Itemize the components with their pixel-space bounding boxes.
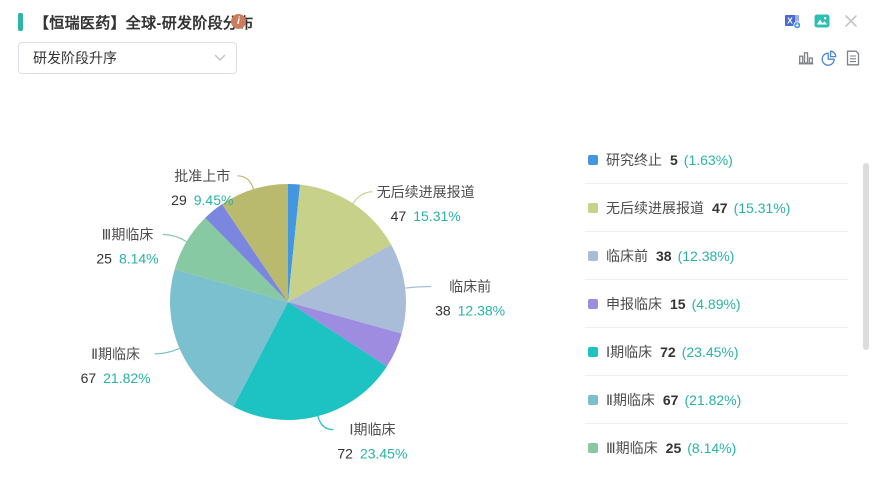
chart-title: 【恒瑞医药】全球-研发阶段分布 (34, 15, 254, 32)
pie-slice[interactable] (233, 302, 387, 420)
stage-sort-dropdown[interactable]: 研发阶段升序 (18, 42, 237, 74)
legend-item[interactable]: 申报临床 15 (4.89%) (585, 280, 848, 328)
legend-item[interactable]: Ⅲ期临床 25 (8.14%) (585, 424, 848, 472)
pie-label: 无后续进展报道 47 15.31% (377, 184, 475, 224)
pie-label-line (317, 416, 334, 431)
legend-item-label: 申报临床 (606, 295, 662, 312)
legend-item-count: 47 (712, 199, 728, 216)
legend-item[interactable]: Ⅱ期临床 67 (21.82%) (585, 376, 848, 424)
dropdown-selected-value: 研发阶段升序 (33, 50, 117, 66)
legend-item-count: 38 (656, 247, 672, 264)
legend-item[interactable]: 无后续进展报道 47 (15.31%) (585, 184, 848, 232)
legend-item-label: Ⅰ期临床 (606, 343, 653, 360)
legend-scrollbar[interactable] (863, 163, 869, 350)
excel-export-icon[interactable]: X (785, 13, 801, 29)
pie-slice[interactable] (174, 217, 288, 302)
legend-item-label: Ⅲ期临床 (606, 440, 658, 456)
pie-slice[interactable] (288, 184, 392, 302)
info-icon[interactable]: i (231, 14, 246, 29)
legend-item-label: 研究终止 (606, 151, 662, 168)
legend-item-percent: (8.14%) (687, 440, 737, 456)
pie-slice[interactable] (222, 184, 288, 302)
pie-label: Ⅱ期临床 67 21.82% (81, 346, 151, 386)
legend-item-percent: (12.38%) (677, 247, 735, 264)
legend-item[interactable]: 研究终止 5 (1.63%) (585, 136, 848, 184)
legend-marker (588, 154, 598, 165)
legend-item-percent: (15.31%) (733, 199, 791, 216)
pie-label-line (237, 175, 255, 190)
legend-item-label: Ⅱ期临床 (606, 391, 655, 408)
legend-marker (588, 298, 598, 309)
svg-text:批准上市: 批准上市 (174, 168, 230, 184)
legend-item[interactable]: Ⅰ期临床 72 (23.45%) (585, 328, 848, 376)
pie-label: 批准上市 29 9.45% (171, 168, 233, 208)
pie-label: Ⅲ期临床 25 8.14% (96, 226, 158, 266)
legend-item-label: 临床前 (606, 247, 648, 264)
pie-label-line (352, 191, 373, 204)
legend-item-percent: (4.89%) (691, 295, 741, 312)
legend-item-count: 5 (670, 151, 678, 168)
legend: 研究终止 5 (1.63%) 无后续进展报道 47 (15.31%) 临床前 38 (12.38… (585, 136, 848, 472)
legend-item-percent: (23.45%) (681, 343, 739, 360)
svg-text:Ⅱ期临床: Ⅱ期临床 (91, 346, 140, 362)
legend-marker (588, 346, 598, 357)
pie-slice[interactable] (169, 269, 288, 407)
legend-item-percent: (1.63%) (683, 151, 733, 168)
pie-slice[interactable] (288, 184, 301, 302)
image-export-icon[interactable] (814, 13, 830, 29)
legend-item-count: 72 (660, 343, 676, 360)
legend-item-label: 无后续进展报道 (606, 199, 704, 216)
legend-item-percent: (21.82%) (684, 391, 742, 408)
svg-text:X: X (787, 16, 793, 26)
svg-text:299.45%: 29 9.45% (171, 192, 233, 208)
legend-item-count: 25 (665, 440, 682, 456)
legend-marker (588, 443, 598, 453)
title-accent-bar (18, 13, 23, 31)
legend-marker (588, 394, 598, 405)
legend-item-count: 15 (670, 295, 686, 312)
bar-chart-view-icon[interactable] (798, 50, 814, 66)
pie-label-line (154, 347, 180, 355)
legend-item[interactable]: 临床前 38 (12.38%) (585, 232, 848, 280)
pie-slice[interactable] (288, 244, 407, 334)
pie-label-line (162, 233, 187, 243)
pie-slice[interactable] (288, 302, 402, 367)
pie-label: 临床前 38 12.38% (435, 279, 505, 319)
svg-text:258.14%: 25 8.14% (96, 250, 158, 266)
pie-label: Ⅰ期临床 72 23.45% (337, 422, 407, 462)
legend-marker (588, 202, 598, 213)
legend-marker (588, 250, 598, 261)
svg-text:Ⅲ期临床: Ⅲ期临床 (102, 226, 154, 242)
svg-text:无后续进展报道: 无后续进展报道 (377, 184, 475, 200)
table-view-icon[interactable] (845, 50, 861, 66)
close-icon[interactable] (843, 13, 859, 29)
pie-slice[interactable] (205, 204, 288, 302)
pie-chart-view-icon[interactable] (821, 50, 837, 66)
chevron-down-icon (214, 54, 226, 61)
legend-item-count: 67 (662, 391, 679, 408)
svg-text:Ⅰ期临床: Ⅰ期临床 (349, 422, 395, 438)
pie-chart: 无后续进展报道 47 15.31% 临床前 38 12.38% Ⅰ期临床 72 23.45% Ⅱ期… (81, 168, 506, 462)
pie-label-line (405, 285, 432, 289)
svg-text:临床前: 临床前 (449, 279, 491, 295)
